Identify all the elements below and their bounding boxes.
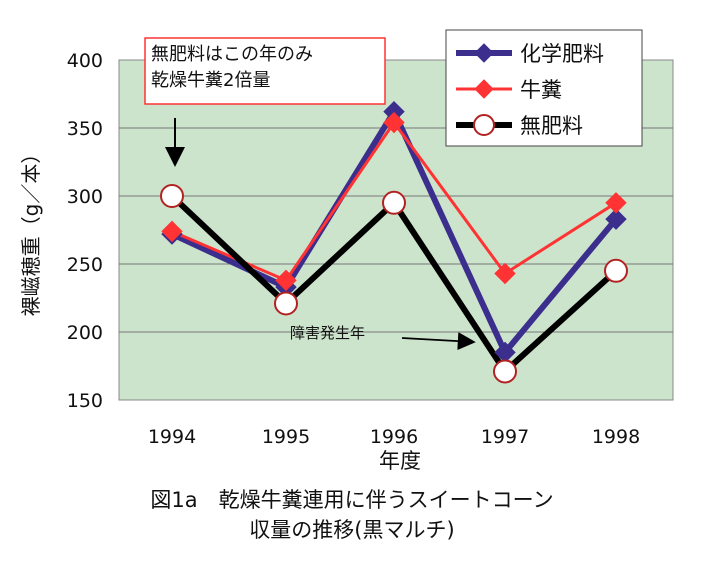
- annotation-box-line1: 無肥料はこの年のみ: [151, 44, 313, 65]
- y-tick-label: 350: [67, 118, 103, 140]
- x-tick-label: 1998: [592, 426, 640, 448]
- legend-label: 無肥料: [520, 114, 583, 138]
- x-tick-label: 1995: [262, 426, 310, 448]
- legend-marker-diamond: [474, 79, 494, 99]
- data-point-diamond: [605, 192, 627, 214]
- y-tick-label: 250: [67, 254, 103, 276]
- y-tick-label: 300: [67, 186, 103, 208]
- legend-label: 化学肥料: [520, 42, 604, 66]
- x-axis-ticks: 1994 1995 1996 1997 1998: [148, 426, 640, 448]
- data-point-diamond: [383, 111, 405, 134]
- legend-marker-diamond: [474, 43, 494, 63]
- data-point-diamond: [494, 262, 516, 285]
- y-axis-ticks: 400 350 300 250 200 150: [67, 50, 103, 412]
- annotation-disaster-arrow: [401, 332, 476, 351]
- annotation-box-line2: 乾燥牛糞2倍量: [151, 70, 270, 91]
- y-tick-label: 150: [67, 390, 103, 412]
- data-point-circle: [274, 291, 298, 316]
- data-point-circle: [160, 184, 184, 208]
- legend-label: 牛糞: [520, 78, 562, 102]
- x-tick-label: 1996: [370, 426, 418, 448]
- legend-marker-circle: [473, 114, 495, 136]
- annotation-box: [144, 37, 386, 105]
- data-point-circle: [382, 190, 406, 215]
- annotation-disaster: 障害発生年: [290, 324, 365, 342]
- figure-caption-line2: 収量の推移(黒マルチ): [249, 518, 455, 542]
- figure-caption-line1: 図1a 乾燥牛糞連用に伴うスイートコーン: [150, 488, 554, 512]
- x-tick-label: 1994: [148, 426, 196, 448]
- x-axis-label: 年度: [379, 449, 421, 473]
- series-layer: [160, 100, 628, 384]
- y-axis-label: 裸嵫穂重（g／本）: [19, 144, 43, 317]
- y-tick-label: 400: [67, 50, 103, 72]
- y-tick-label: 200: [67, 322, 103, 344]
- x-tick-label: 1997: [481, 426, 529, 448]
- data-point-circle: [493, 359, 517, 384]
- data-point-diamond: [161, 220, 183, 243]
- data-point-circle: [604, 258, 628, 283]
- data-point-diamond: [605, 208, 627, 230]
- data-point-diamond: [275, 269, 297, 292]
